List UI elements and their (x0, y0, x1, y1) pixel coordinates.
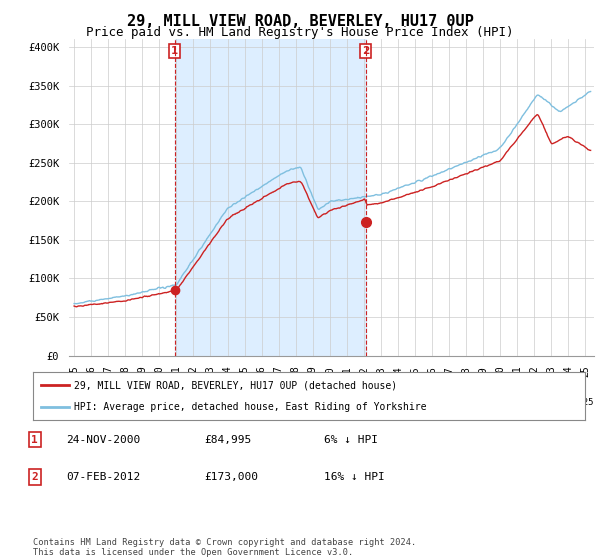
Text: 1: 1 (31, 435, 38, 445)
Text: HPI: Average price, detached house, East Riding of Yorkshire: HPI: Average price, detached house, East… (74, 402, 427, 412)
Text: Contains HM Land Registry data © Crown copyright and database right 2024.
This d: Contains HM Land Registry data © Crown c… (33, 538, 416, 557)
Text: £84,995: £84,995 (204, 435, 251, 445)
Text: 29, MILL VIEW ROAD, BEVERLEY, HU17 0UP: 29, MILL VIEW ROAD, BEVERLEY, HU17 0UP (127, 14, 473, 29)
Text: 2025: 2025 (572, 398, 594, 407)
Text: 24-NOV-2000: 24-NOV-2000 (66, 435, 140, 445)
Bar (175, 39, 365, 356)
Text: 6% ↓ HPI: 6% ↓ HPI (324, 435, 378, 445)
Text: 2: 2 (362, 46, 369, 56)
Text: 29, MILL VIEW ROAD, BEVERLEY, HU17 0UP (detached house): 29, MILL VIEW ROAD, BEVERLEY, HU17 0UP (… (74, 380, 398, 390)
Text: 07-FEB-2012: 07-FEB-2012 (66, 472, 140, 482)
Text: 1: 1 (171, 46, 178, 56)
Text: 2: 2 (31, 472, 38, 482)
Text: Price paid vs. HM Land Registry's House Price Index (HPI): Price paid vs. HM Land Registry's House … (86, 26, 514, 39)
Text: 16% ↓ HPI: 16% ↓ HPI (324, 472, 385, 482)
Text: £173,000: £173,000 (204, 472, 258, 482)
